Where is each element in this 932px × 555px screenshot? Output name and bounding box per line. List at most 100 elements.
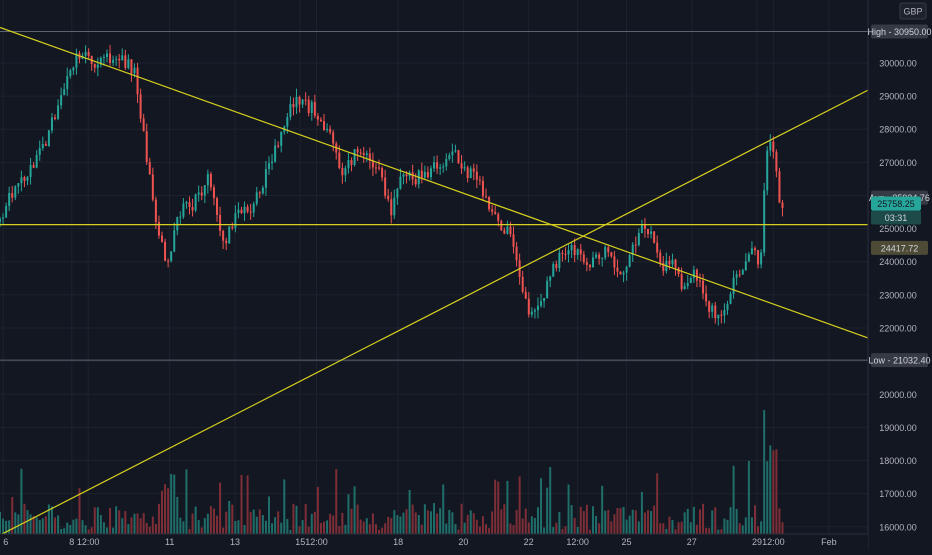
candle-body xyxy=(87,51,90,56)
low-price-label: Low - 21032.40 xyxy=(868,353,931,368)
candle-body xyxy=(319,119,322,122)
candle-body xyxy=(763,190,766,253)
candle-body xyxy=(5,205,8,218)
candle-body xyxy=(127,59,130,69)
candle-body xyxy=(524,291,527,299)
candle-body xyxy=(570,244,573,251)
candle-body xyxy=(329,128,332,133)
candle-body xyxy=(261,187,264,194)
volume-bar xyxy=(420,524,423,534)
volume-bar xyxy=(598,523,601,534)
y-tick-label: 16000.00 xyxy=(879,522,917,532)
volume-bar xyxy=(576,526,579,534)
candle-body xyxy=(469,168,472,179)
candle-body xyxy=(255,192,258,204)
volume-bar xyxy=(665,528,668,534)
volume-bar xyxy=(203,518,206,534)
candle-body xyxy=(478,179,481,181)
volume-bar xyxy=(69,524,72,534)
volume-bar xyxy=(2,518,5,534)
candle-body xyxy=(448,155,451,160)
volume-bar xyxy=(274,517,277,534)
candle-body xyxy=(399,176,402,189)
candle-body xyxy=(246,206,249,212)
currency-button[interactable]: GBP xyxy=(899,2,927,20)
price-axis[interactable]: GBP 30000.0029000.0028000.0027000.002600… xyxy=(867,0,932,550)
volume-bar xyxy=(338,525,341,534)
volume-bar xyxy=(653,505,656,534)
volume-bar xyxy=(102,522,105,534)
volume-bar xyxy=(188,529,191,534)
candle-body xyxy=(595,254,598,258)
candle-body xyxy=(240,209,243,214)
volume-bar xyxy=(393,510,396,534)
y-tick-label: 27000.00 xyxy=(879,158,917,168)
trendlines[interactable] xyxy=(0,26,869,536)
volume-bar xyxy=(139,518,142,534)
candle-body xyxy=(775,152,778,172)
candle-body xyxy=(549,276,552,281)
volume-bar xyxy=(674,529,677,534)
volume-bar xyxy=(194,506,197,534)
x-tick-label: 12:00 xyxy=(305,537,328,547)
volume-bar xyxy=(628,515,631,534)
volume-bar xyxy=(549,467,552,534)
candle-body xyxy=(115,58,118,60)
candle-body xyxy=(585,262,588,265)
candle-body xyxy=(772,141,775,153)
candle-body xyxy=(234,213,237,229)
candle-body xyxy=(390,199,393,216)
volume-bar xyxy=(191,513,194,534)
candle-body xyxy=(536,305,539,311)
volume-bar xyxy=(301,520,304,534)
volume-bar xyxy=(436,513,439,534)
volume-bar xyxy=(219,482,222,534)
volume-bar xyxy=(50,506,53,534)
candle-body xyxy=(362,152,365,156)
volume-bar xyxy=(573,517,576,534)
volume-bar xyxy=(460,503,463,534)
candle-body xyxy=(154,199,157,223)
candle-body xyxy=(497,214,500,221)
volume-bar xyxy=(503,504,506,534)
candle-body xyxy=(555,264,558,268)
candle-body xyxy=(533,310,536,312)
volume-bar xyxy=(527,522,530,534)
volume-bar xyxy=(741,525,744,534)
candle-body xyxy=(219,214,222,231)
volume-bar xyxy=(396,515,399,534)
volume-bar xyxy=(402,512,405,534)
volume-bar xyxy=(757,526,760,534)
candle-body xyxy=(622,272,625,275)
volume-bar xyxy=(478,526,481,534)
volume-bar xyxy=(613,514,616,534)
volume-bar xyxy=(735,508,738,534)
candle-body xyxy=(35,154,38,168)
candle-body xyxy=(463,167,466,169)
time-axis[interactable]: 6 8 12:00 11 13 15 12:00 18 20 22 12:00 25 27 29 12:00… xyxy=(0,533,868,550)
candle-body xyxy=(451,151,454,156)
candle-body xyxy=(634,244,637,246)
volume-bar xyxy=(78,488,81,534)
volume-bar xyxy=(133,513,136,534)
trendline-rising[interactable] xyxy=(0,89,869,536)
x-tick-label: 27 xyxy=(687,537,697,547)
candle-body xyxy=(26,177,29,181)
candle-body xyxy=(350,160,353,165)
candle-body xyxy=(714,305,717,319)
trendline-falling[interactable] xyxy=(0,26,869,339)
candle-body xyxy=(384,177,387,196)
candle-body xyxy=(121,55,124,61)
low-price-label-box xyxy=(871,353,928,368)
candle-body xyxy=(191,206,194,211)
candle-body xyxy=(653,231,656,243)
candle-body xyxy=(717,314,720,319)
candle-body xyxy=(93,63,96,68)
candle-body xyxy=(323,121,326,131)
volume-bar xyxy=(249,511,252,534)
candle-body xyxy=(705,293,708,302)
candle-body xyxy=(274,145,277,162)
volume-bar xyxy=(521,518,524,534)
